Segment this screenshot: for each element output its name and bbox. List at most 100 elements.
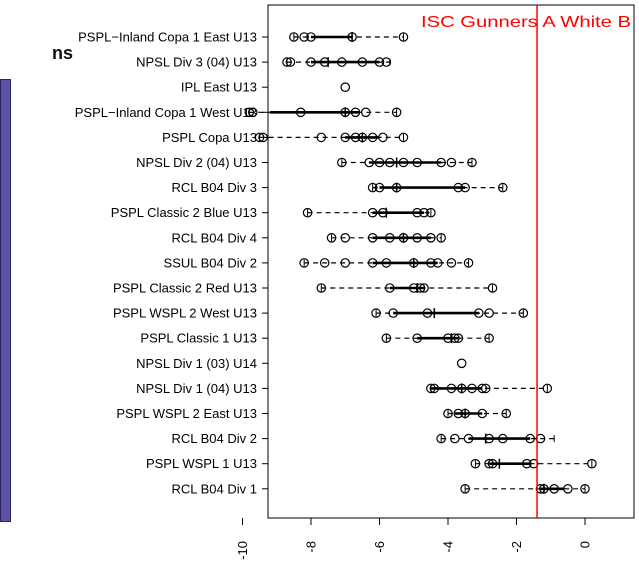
y-tick-label: PSPL WSPL 1 U13 <box>146 456 257 471</box>
x-tick-label: -10 <box>235 541 250 560</box>
data-point <box>388 308 398 318</box>
data-point <box>422 308 433 318</box>
data-point <box>467 383 477 394</box>
data-point <box>587 458 597 469</box>
data-point <box>350 132 361 143</box>
data-point <box>408 283 419 293</box>
data-point <box>474 308 484 318</box>
data-point <box>580 483 590 494</box>
data-point <box>453 182 464 193</box>
data-point <box>350 107 361 118</box>
data-point <box>419 207 429 218</box>
data-point <box>316 283 327 293</box>
box-row <box>371 308 529 319</box>
box-row <box>289 32 409 42</box>
data-point <box>477 408 488 419</box>
y-axis: PSPL−Inland Copa 1 East U13 NPSL Div 3 (0… <box>75 30 268 496</box>
data-point <box>484 333 494 343</box>
data-point <box>374 157 385 168</box>
box-row <box>326 232 446 243</box>
data-point <box>419 283 429 293</box>
data-point <box>477 383 488 394</box>
data-point <box>391 107 402 118</box>
data-point <box>367 233 378 243</box>
data-point <box>347 32 357 42</box>
data-point <box>412 233 422 243</box>
data-point <box>436 233 446 243</box>
data-point <box>497 433 508 444</box>
data-point <box>299 258 309 268</box>
y-tick-label: PSPL Classic 2 Blue U13 <box>111 205 257 220</box>
data-point <box>453 333 464 343</box>
data-point <box>426 383 436 394</box>
data-point <box>501 408 512 419</box>
data-point <box>299 32 309 42</box>
data-point <box>384 157 395 168</box>
data-point <box>254 132 265 143</box>
data-point <box>563 483 573 494</box>
data-point <box>282 57 292 67</box>
data-point <box>285 57 296 67</box>
data-point <box>384 283 395 293</box>
box-row <box>244 107 402 118</box>
y-tick-label: RCL B04 Div 2 <box>172 431 258 446</box>
x-axis: -10 -8 -6 -4 -2 0 <box>235 518 593 560</box>
y-tick-label: PSPL WSPL 2 East U13 <box>116 406 257 421</box>
y-tick-label: NPSL Div 3 (04) U13 <box>136 55 257 70</box>
y-tick-label: RCL B04 Div 3 <box>172 180 258 195</box>
box-row <box>367 182 508 193</box>
data-point <box>542 383 553 394</box>
data-point <box>367 182 378 193</box>
data-point <box>484 433 494 444</box>
data-point <box>367 207 378 218</box>
data-point <box>319 258 330 268</box>
box-row <box>316 283 498 293</box>
y-tick-label: PSPL Copa U13 <box>162 130 257 145</box>
data-point <box>319 57 330 67</box>
data-point <box>539 483 549 494</box>
data-point <box>408 258 419 268</box>
box-row <box>470 458 597 469</box>
data-point <box>381 57 392 67</box>
data-point <box>436 433 446 444</box>
data-point <box>446 383 457 394</box>
data-point <box>340 258 351 268</box>
data-point <box>340 82 351 92</box>
data-point <box>484 308 494 318</box>
data-point <box>497 182 508 193</box>
data-point <box>289 32 299 42</box>
data-point <box>528 458 539 469</box>
side-panel <box>0 79 11 522</box>
data-point <box>306 57 316 67</box>
data-point <box>340 107 351 118</box>
data-point <box>426 258 436 268</box>
reference-line-label: ISC Gunners A White B <box>421 14 631 31</box>
data-point <box>412 157 422 168</box>
data-point <box>487 283 498 293</box>
y-tick-label: RCL B04 Div 4 <box>172 230 258 245</box>
data-point <box>535 483 546 494</box>
data-point <box>432 258 443 268</box>
data-point <box>295 107 306 118</box>
data-point <box>367 258 378 268</box>
box-row <box>436 433 555 444</box>
box-row <box>299 257 474 268</box>
data-point <box>364 157 375 168</box>
data-point <box>378 207 388 218</box>
box-row <box>302 207 436 218</box>
x-tick-label: -8 <box>304 541 319 553</box>
data-point <box>381 258 392 268</box>
y-tick-label: RCL B04 Div 1 <box>172 481 258 496</box>
data-point <box>384 233 395 243</box>
box-row <box>340 82 351 92</box>
box-row <box>337 157 477 168</box>
data-point <box>450 433 460 444</box>
data-point <box>487 458 498 469</box>
x-tick-label: 0 <box>578 541 593 548</box>
data-point <box>374 57 385 67</box>
data-point <box>426 207 436 218</box>
data-point <box>340 132 351 143</box>
boxes <box>244 32 597 494</box>
y-tick-label: PSPL WSPL 2 West U13 <box>113 306 257 321</box>
data-point <box>535 433 546 444</box>
